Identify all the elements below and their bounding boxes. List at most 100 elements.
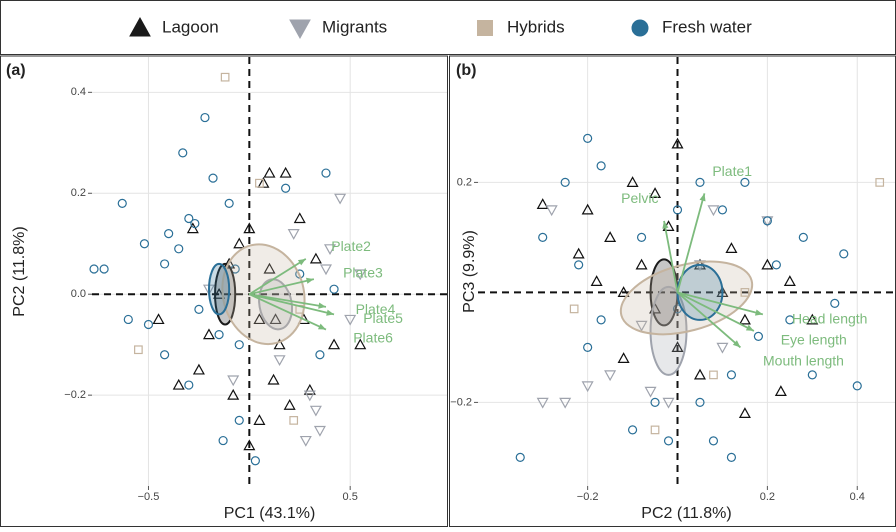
point — [233, 237, 246, 249]
point — [263, 262, 276, 274]
x-tick-label: 0.2 — [760, 491, 775, 503]
point — [253, 313, 266, 325]
loading-label: Plate2 — [331, 238, 371, 254]
group-ellipse — [221, 243, 306, 346]
point — [725, 242, 738, 253]
point — [227, 375, 240, 387]
point — [234, 415, 244, 425]
point — [309, 405, 322, 417]
point — [117, 198, 127, 208]
point — [726, 452, 737, 462]
point — [334, 193, 347, 205]
point — [172, 378, 185, 390]
point — [186, 222, 199, 234]
point — [243, 222, 256, 234]
point — [303, 390, 316, 402]
point — [572, 247, 585, 259]
point — [321, 168, 331, 178]
legend-label: Lagoon — [162, 17, 219, 36]
loading-label: Plate5 — [363, 310, 403, 326]
point — [194, 304, 204, 314]
point — [590, 275, 603, 286]
y-tick-label: 0.4 — [71, 86, 86, 98]
point — [695, 177, 705, 187]
point — [753, 331, 763, 341]
legend-marker — [631, 19, 649, 37]
point — [269, 313, 282, 325]
point — [583, 133, 593, 143]
loading-arrow — [663, 220, 679, 293]
point — [214, 329, 224, 340]
point — [761, 258, 774, 270]
loading-arrow — [676, 291, 742, 349]
point — [671, 341, 684, 352]
point — [243, 439, 256, 451]
arrow-head — [699, 193, 706, 202]
legend-marker — [129, 16, 151, 37]
point — [329, 284, 339, 294]
point — [164, 229, 174, 239]
point — [273, 355, 286, 367]
legend-label: Fresh water — [662, 17, 752, 36]
point — [315, 350, 325, 360]
point — [344, 314, 357, 326]
point — [596, 315, 606, 325]
point — [160, 259, 170, 269]
loading-label: Plate3 — [343, 265, 383, 281]
loading-arrow — [249, 293, 335, 316]
point — [139, 239, 150, 249]
point — [774, 385, 787, 396]
point — [709, 370, 718, 380]
point — [875, 178, 885, 187]
point — [289, 416, 299, 425]
point — [200, 112, 210, 123]
point — [89, 264, 99, 274]
x-axis-title: PC1 (43.1%) — [224, 505, 316, 522]
point — [536, 397, 549, 409]
point — [293, 212, 306, 224]
loading-label: Head length — [792, 311, 868, 327]
x-axis-title: PC2 (11.8%) — [641, 505, 731, 522]
point — [184, 213, 194, 224]
point — [596, 161, 606, 171]
point — [99, 264, 109, 274]
point — [208, 173, 218, 183]
arrow-head — [732, 340, 741, 348]
point — [190, 218, 200, 229]
point — [604, 231, 617, 242]
point — [716, 342, 729, 354]
loading-label: Plate6 — [353, 329, 393, 345]
loading-label: Mouth length — [763, 353, 844, 369]
y-axis-title: PC3 (9.9%) — [461, 230, 478, 313]
point — [560, 177, 570, 187]
point — [717, 205, 728, 215]
y-axis-title: PC2 (11.8%) — [11, 226, 28, 316]
point — [123, 314, 133, 325]
loading-label: Plate1 — [712, 163, 752, 179]
point — [762, 216, 772, 226]
point — [224, 198, 234, 208]
point — [267, 373, 280, 385]
x-tick-label: −0.2 — [577, 491, 599, 503]
loading-arrow — [677, 291, 755, 332]
point — [708, 436, 719, 446]
point — [649, 187, 662, 198]
point — [160, 350, 170, 360]
point — [574, 260, 584, 270]
point — [354, 338, 367, 350]
arrow-head — [305, 277, 314, 284]
point — [604, 370, 617, 382]
legend-label: Hybrids — [507, 17, 565, 36]
point — [299, 435, 312, 447]
y-tick-label: −0.2 — [64, 389, 86, 401]
point — [309, 252, 322, 264]
point — [273, 338, 286, 350]
point — [672, 205, 683, 215]
point — [830, 298, 840, 308]
point — [650, 397, 660, 407]
point — [635, 258, 648, 270]
loading-arrow — [248, 293, 327, 331]
point — [319, 264, 332, 276]
point — [627, 425, 638, 435]
point — [303, 383, 316, 395]
